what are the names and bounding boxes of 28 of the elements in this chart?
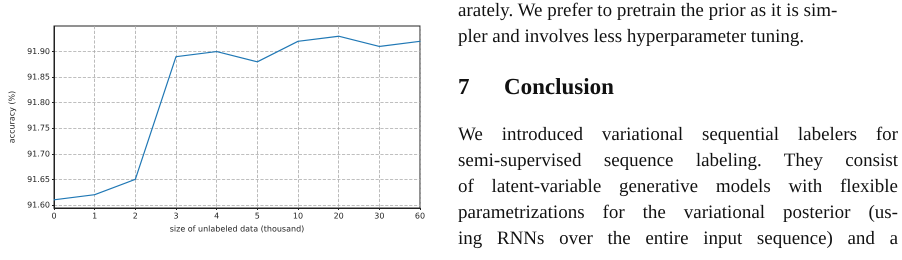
text: We introduced variational sequential labelers for bbox=[458, 124, 898, 146]
text: pler and involves less hyperparameter tuning. bbox=[458, 26, 804, 48]
x-tick-label: 5 bbox=[254, 212, 260, 220]
x-tick-label: 10 bbox=[292, 212, 304, 220]
x-tick-label: 0 bbox=[51, 212, 57, 220]
x-axis-title: size of unlabeled data (thousand) bbox=[170, 224, 304, 234]
x-tick-label: 20 bbox=[334, 212, 344, 220]
y-tick-label: 91.75 bbox=[27, 124, 50, 133]
y-tick-label: 91.65 bbox=[27, 174, 50, 184]
y-tick-label: 91.70 bbox=[27, 149, 50, 158]
text: arately. We prefer to pretrain the prior as it is sim- bbox=[458, 0, 838, 22]
x-tick-label: 60 bbox=[414, 212, 426, 220]
y-tick-label: 91.80 bbox=[27, 98, 50, 108]
text: semi-supervised sequence labeling. They consist bbox=[458, 150, 898, 172]
line-series bbox=[53, 36, 421, 200]
y-tick-label: 91.90 bbox=[27, 47, 50, 56]
text: ing RNNs over the entire input sequence) and a bbox=[458, 228, 898, 250]
y-tick-label: 91.60 bbox=[27, 200, 50, 210]
x-tick-label: 30 bbox=[374, 212, 384, 220]
x-tick-label: 2 bbox=[132, 212, 138, 220]
x-tick-label: 1 bbox=[92, 212, 98, 220]
y-axis-title: accuracy (%) bbox=[8, 90, 16, 144]
text: 7 Conclusion bbox=[458, 74, 614, 100]
x-tick-label: 4 bbox=[214, 212, 220, 220]
text: parametrizations for the variational posterior (us- bbox=[458, 202, 898, 224]
x-tick-label: 3 bbox=[173, 212, 179, 220]
y-tick-label: 91.85 bbox=[27, 72, 50, 82]
text: of latent-variable generative models with flexible bbox=[458, 176, 898, 198]
